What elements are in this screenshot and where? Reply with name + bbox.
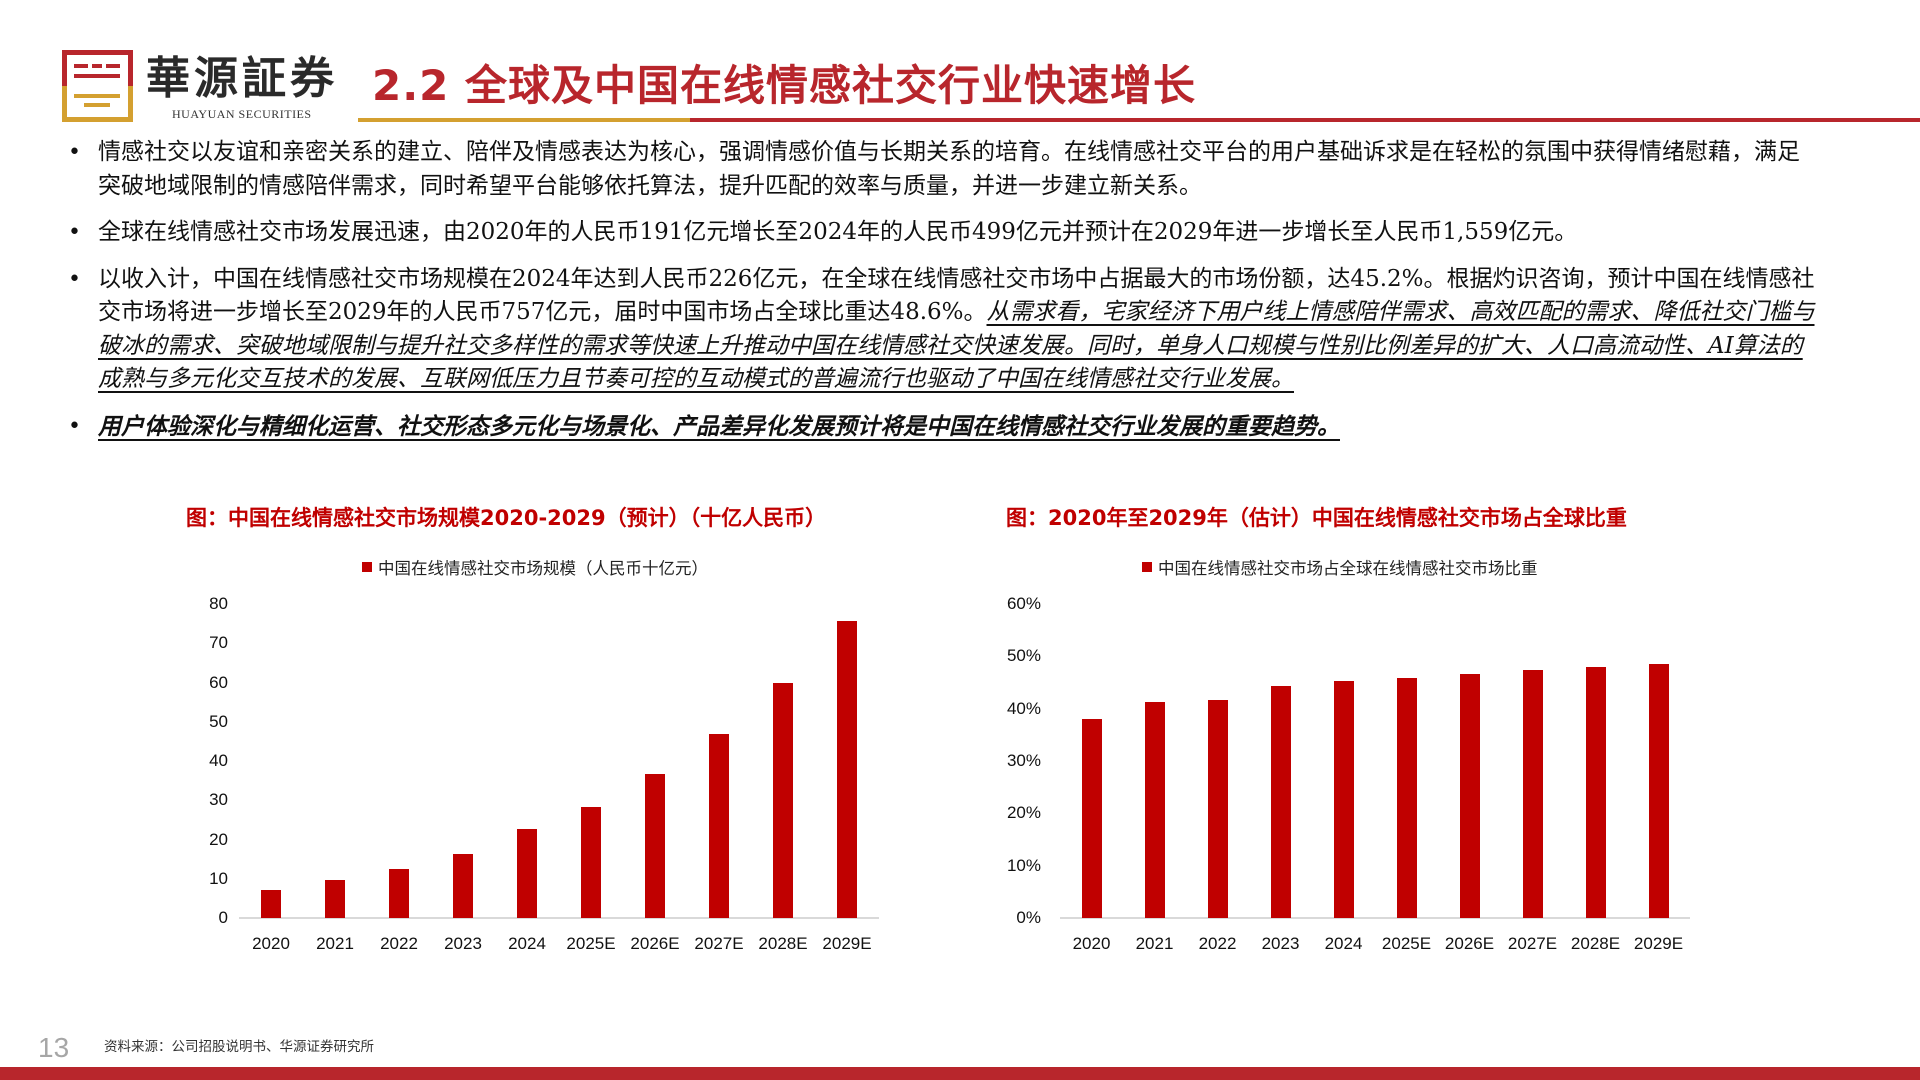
x-axis-line — [239, 917, 879, 919]
legend-label: 中国在线情感社交市场占全球在线情感社交市场比重 — [1158, 559, 1538, 578]
logo-mark — [62, 50, 133, 122]
footer-bar — [0, 1067, 1920, 1080]
bar-2025e — [581, 806, 601, 918]
x-tick-label: 2021 — [1135, 934, 1174, 953]
y-tick-label: 0% — [1016, 908, 1041, 927]
bar-2023 — [1270, 685, 1291, 918]
page-number: 13 — [38, 1032, 70, 1063]
bar-2023 — [453, 854, 473, 918]
chart-title-market-size: 图：中国在线情感社交市场规模2020-2029（预计）（十亿人民币） — [186, 506, 827, 530]
y-tick-label: 70 — [209, 633, 228, 653]
bullet-text-emphasis: 从需求看，宅家经济下用户线上情感陪伴需求、高效匹配的需求、降低社交门槛与破冰的需… — [98, 299, 1815, 392]
x-tick-label: 2029E — [1633, 934, 1684, 953]
x-tick-label: 2025E — [566, 934, 616, 953]
bullet-dot-icon: • — [68, 140, 81, 165]
bullet-text: 全球在线情感社交市场发展迅速，由2020年的人民币191亿元增长至2024年的人… — [98, 219, 1578, 245]
bar-2025e — [1396, 677, 1417, 918]
x-tick-label: 2027E — [1507, 934, 1558, 953]
bullet-item: • 以收入计，中国在线情感社交市场规模在2024年达到人民币226亿元，在全球在… — [62, 263, 1822, 397]
chart-legend-global-share: 中国在线情感社交市场占全球在线情感社交市场比重 — [1142, 555, 1538, 579]
bar-2021 — [1144, 702, 1165, 918]
x-tick-label: 2022 — [380, 934, 418, 953]
y-tick-label: 40 — [209, 751, 228, 770]
chart-legend-market-size: 中国在线情感社交市场规模（人民币十亿元） — [362, 555, 708, 579]
logo-glyph-bar — [92, 64, 102, 68]
y-tick-label: 30 — [209, 790, 228, 810]
y-tick-label: 50% — [1006, 646, 1041, 666]
bullet-item: • 用户体验深化与精细化运营、社交形态多元化与场景化、产品差异化发展预计将是中国… — [62, 410, 1822, 445]
y-tick-label: 50 — [209, 711, 228, 731]
plot-area-global-share — [1060, 604, 1690, 919]
x-tick-label: 2023 — [1261, 934, 1300, 953]
y-tick-label: 0 — [218, 908, 228, 927]
y-tick-label: 20 — [209, 829, 228, 849]
x-tick-label: 2020 — [1072, 934, 1111, 953]
logo-mark-top — [62, 50, 133, 86]
chart-title-global-share: 图：2020年至2029年（估计）中国在线情感社交市场占全球比重 — [1006, 506, 1627, 530]
bullet-list: • 情感社交以友谊和亲密关系的建立、陪伴及情感表达为核心，强调情感价值与长期关系… — [62, 136, 1822, 457]
title-underline-gold — [358, 118, 690, 122]
legend-label: 中国在线情感社交市场规模（人民币十亿元） — [378, 559, 708, 578]
bar-2020 — [1081, 719, 1102, 918]
y-tick-label: 30% — [1006, 751, 1041, 770]
y-tick-label: 10 — [209, 868, 228, 888]
logo-glyph-bar — [74, 74, 120, 78]
x-tick-label: 2026E — [630, 934, 680, 953]
plot-area-market-size — [239, 604, 879, 919]
x-tick-label: 2024 — [508, 934, 546, 953]
bar-2027e — [709, 733, 729, 918]
bar-2029e — [1648, 663, 1669, 918]
bullet-item: • 全球在线情感社交市场发展迅速，由2020年的人民币191亿元增长至2024年… — [62, 216, 1822, 250]
legend-swatch-icon — [1142, 562, 1152, 572]
logo-wordmark-en: HUAYUAN SECURITIES — [172, 107, 312, 121]
bullet-text: 情感社交以友谊和亲密关系的建立、陪伴及情感表达为核心，强调情感价值与长期关系的培… — [98, 139, 1800, 199]
x-tick-label: 2026E — [1444, 934, 1495, 953]
bar-2026e — [645, 774, 665, 918]
logo-glyph-bar — [84, 103, 110, 107]
bar-2024 — [517, 829, 537, 918]
bar-2021 — [325, 879, 345, 918]
source-note: 资料来源：公司招股说明书、华源证券研究所 — [104, 1039, 374, 1055]
x-axis-line — [1060, 917, 1690, 919]
bullet-dot-icon: • — [68, 413, 81, 439]
bullet-item: • 情感社交以友谊和亲密关系的建立、陪伴及情感表达为核心，强调情感价值与长期关系… — [62, 136, 1822, 203]
bar-2026e — [1459, 673, 1480, 918]
y-tick-label: 10% — [1006, 855, 1041, 875]
x-tick-label: 2024 — [1324, 934, 1363, 953]
x-tick-label: 2022 — [1198, 934, 1237, 953]
y-tick-label: 60% — [1006, 594, 1041, 613]
bar-2022 — [389, 869, 409, 918]
bullet-dot-icon: • — [68, 266, 81, 292]
bar-2024 — [1333, 681, 1354, 918]
bullet-text-key-trend: 用户体验深化与精细化运营、社交形态多元化与场景化、产品差异化发展预计将是中国在线… — [98, 412, 1340, 440]
legend-swatch-icon — [362, 562, 372, 572]
bar-2020 — [261, 889, 281, 918]
bar-2022 — [1207, 700, 1228, 918]
logo-glyph-bar — [74, 94, 120, 98]
x-tick-label: 2028E — [1570, 934, 1621, 953]
bar-2029e — [837, 620, 857, 918]
x-tick-label: 2021 — [316, 934, 354, 953]
x-tick-label: 2027E — [694, 934, 744, 953]
bullet-dot-icon: • — [68, 220, 81, 245]
x-tick-label: 2029E — [822, 934, 872, 953]
bar-2028e — [1585, 666, 1606, 918]
bar-2028e — [773, 683, 793, 918]
x-tick-label: 2023 — [444, 934, 482, 953]
logo-mark-bottom — [62, 86, 133, 122]
x-tick-label: 2028E — [758, 934, 808, 953]
logo-glyph-bar — [74, 64, 88, 68]
y-tick-label: 60 — [209, 672, 228, 692]
x-tick-label: 2025E — [1381, 934, 1432, 953]
title-underline-red — [690, 118, 1920, 122]
y-tick-label: 40% — [1006, 698, 1041, 718]
bar-2027e — [1522, 669, 1543, 918]
y-tick-label: 80 — [209, 594, 228, 613]
x-tick-label: 2020 — [252, 934, 290, 953]
y-tick-label: 20% — [1006, 803, 1041, 823]
bullet-text: 以收入计，中国在线情感社交市场规模在2024年达到人民币226亿元，在全球在线情… — [98, 265, 1815, 326]
page-title: 2.2 全球及中国在线情感社交行业快速增长 — [372, 61, 1197, 110]
logo-wordmark-cn: 華源証券 — [146, 53, 338, 104]
logo-glyph-bar — [106, 64, 120, 68]
